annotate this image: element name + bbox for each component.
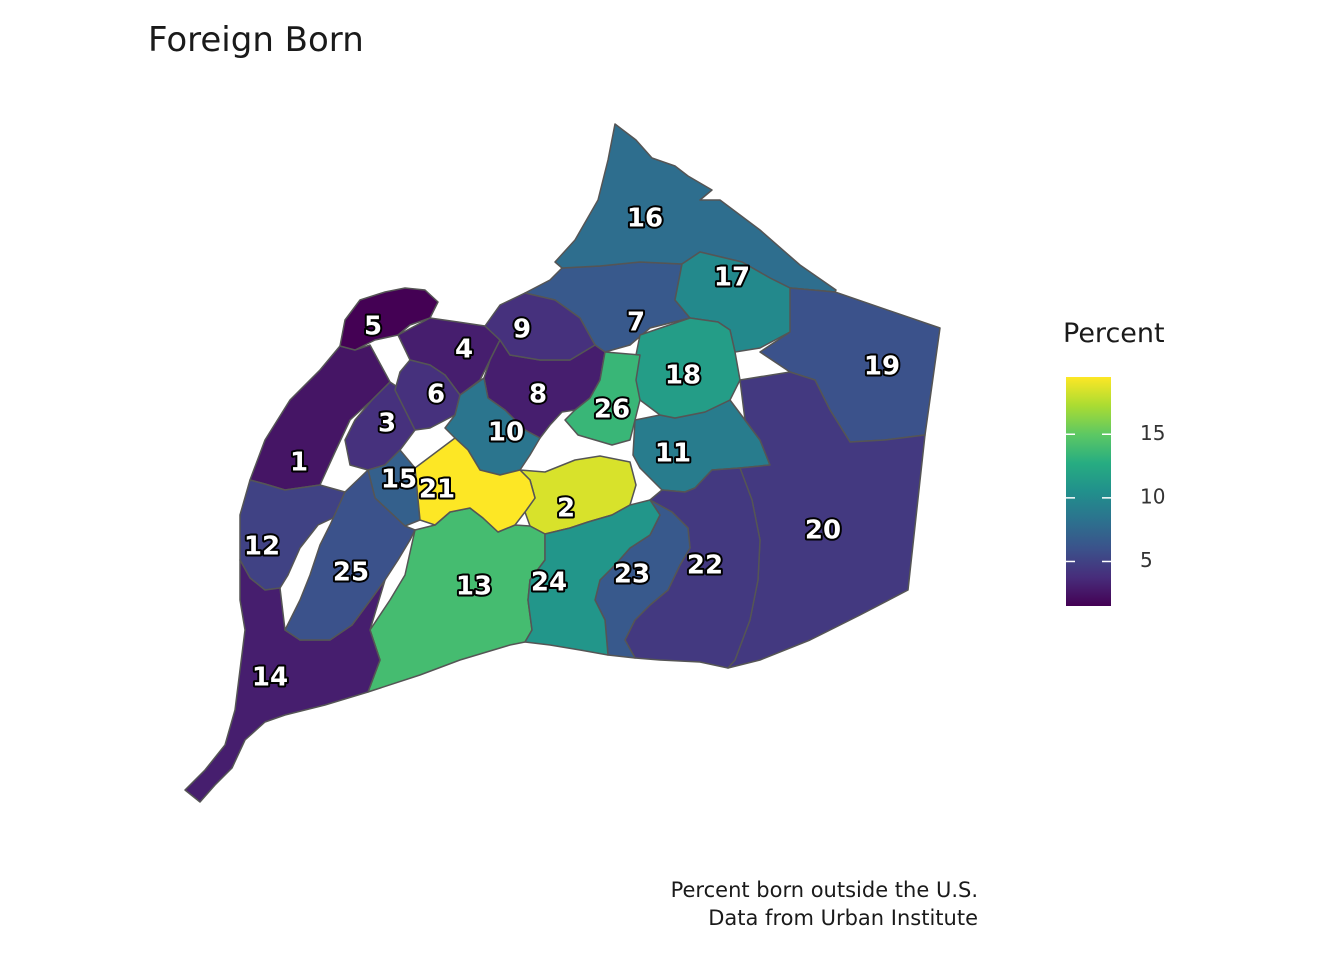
district-region-25	[284, 469, 416, 641]
district-label-4: 4	[455, 335, 473, 365]
legend-colorbar: 5 10 15	[1066, 377, 1165, 606]
district-region-21	[414, 437, 536, 533]
district-label-15: 15	[381, 465, 417, 495]
district-label-11: 11	[655, 439, 691, 469]
district-label-26: 26	[594, 395, 630, 425]
district-label-9: 9	[513, 315, 531, 345]
district-label-24: 24	[531, 568, 567, 598]
district-label-25: 25	[333, 558, 369, 588]
district-label-3: 3	[378, 409, 396, 439]
caption-line-2: Data from Urban Institute	[708, 906, 978, 930]
district-region-26	[564, 351, 641, 446]
district-region-9	[484, 292, 596, 361]
district-label-13: 13	[456, 572, 492, 602]
district-label-16: 16	[627, 204, 663, 234]
district-label-1: 1	[290, 448, 308, 478]
legend-title: Percent	[1063, 318, 1165, 349]
district-label-21: 21	[419, 475, 455, 505]
legend-tick-label-10: 10	[1140, 484, 1165, 508]
district-label-2: 2	[557, 494, 575, 524]
district-region-5	[339, 287, 439, 351]
district-region-24	[524, 499, 661, 656]
district-label-10: 10	[488, 418, 524, 448]
caption: Percent born outside the U.S. Data from …	[671, 876, 978, 932]
district-label-22: 22	[687, 551, 723, 581]
district-regions	[184, 123, 941, 803]
district-label-6: 6	[427, 380, 445, 410]
district-region-6	[394, 359, 461, 431]
legend-tick-label-5: 5	[1140, 548, 1153, 572]
district-label-8: 8	[529, 380, 547, 410]
district-label-18: 18	[665, 361, 701, 391]
district-label-19: 19	[864, 352, 900, 382]
district-label-14: 14	[252, 663, 288, 693]
district-region-20	[727, 371, 926, 669]
legend-gradient	[1066, 377, 1111, 606]
district-label-20: 20	[805, 516, 841, 546]
legend-tick-label-15: 15	[1140, 421, 1165, 445]
district-label-7: 7	[627, 308, 645, 338]
map-title: Foreign Born	[148, 20, 364, 60]
district-label-5: 5	[364, 312, 382, 342]
district-label-17: 17	[714, 263, 750, 293]
district-label-12: 12	[244, 532, 280, 562]
caption-line-1: Percent born outside the U.S.	[670, 878, 978, 902]
district-label-23: 23	[614, 560, 650, 590]
